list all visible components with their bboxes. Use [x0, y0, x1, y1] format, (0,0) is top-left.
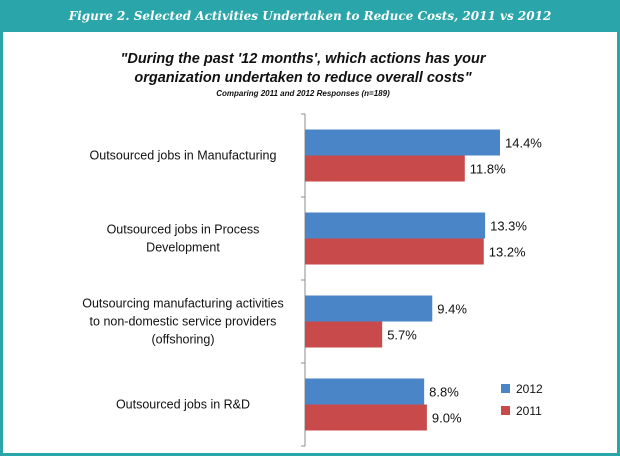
bar-2011	[305, 238, 484, 265]
data-label-2012: 13.3%	[490, 219, 527, 234]
chart-title-line: organization undertaken to reduce overal…	[134, 70, 472, 86]
data-label-2011: 11.8%	[470, 162, 506, 177]
bar-2012	[305, 129, 500, 156]
data-label-2011: 13.2%	[489, 245, 526, 260]
category-label: Development	[146, 241, 220, 255]
figure-title: Figure 2. Selected Activities Undertaken…	[68, 9, 552, 23]
legend-label-2011: 2011	[516, 404, 542, 418]
bar-chart: "During the past '12 months', which acti…	[82, 51, 543, 447]
data-label-2012: 9.4%	[437, 302, 467, 317]
category-label: Outsourced jobs in R&D	[116, 398, 250, 412]
data-label-2011: 9.0%	[432, 411, 462, 426]
bar-2011	[305, 321, 383, 348]
data-label-2012: 8.8%	[429, 385, 459, 400]
chart-title-line: "During the past '12 months', which acti…	[120, 51, 486, 67]
data-label-2012: 14.4%	[505, 136, 542, 151]
legend-swatch-2012	[501, 384, 510, 393]
chart-panel: "During the past '12 months', which acti…	[3, 32, 617, 453]
legend-swatch-2011	[501, 406, 510, 415]
bar-2011	[305, 155, 465, 182]
category-label: (offshoring)	[152, 333, 215, 347]
category-label: Outsourcing manufacturing activities	[82, 297, 283, 311]
category-label: Outsourced jobs in Manufacturing	[90, 149, 277, 163]
chart-subtitle: Comparing 2011 and 2012 Responses (n=189…	[216, 89, 390, 98]
bar-2011	[305, 404, 427, 431]
legend-label-2012: 2012	[516, 382, 543, 396]
bar-2012	[305, 212, 486, 239]
bar-2012	[305, 378, 425, 405]
data-label-2011: 5.7%	[387, 328, 417, 343]
category-label: Outsourced jobs in Process	[107, 223, 260, 237]
category-label: to non-domestic service providers	[90, 315, 277, 329]
bar-2012	[305, 295, 433, 322]
